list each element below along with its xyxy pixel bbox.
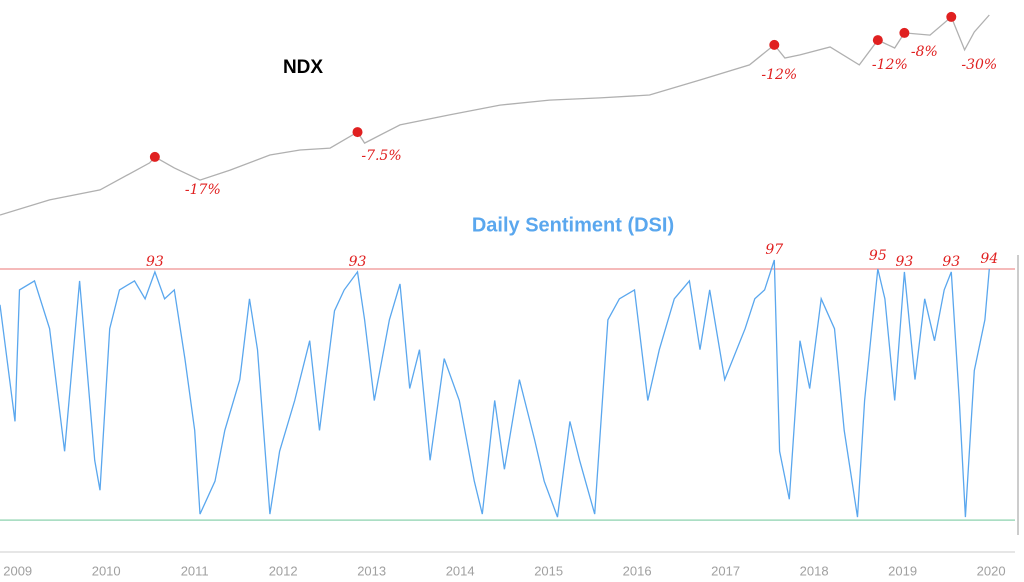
x-tick-label: 2018: [800, 563, 829, 578]
drawdown-label: -8%: [911, 44, 938, 60]
peak-value-label: 93: [895, 254, 913, 270]
x-tick-label: 2020: [977, 563, 1006, 578]
x-tick-label: 2010: [92, 563, 121, 578]
peak-value-label: 95: [869, 248, 887, 264]
ndx-title: NDX: [283, 57, 323, 78]
peak-value-label: 93: [349, 254, 367, 270]
x-tick-label: 2009: [3, 563, 32, 578]
x-tick-label: 2014: [446, 563, 475, 578]
peak-value-label: 93: [942, 254, 960, 270]
peak-marker: [899, 27, 910, 38]
x-tick-label: 2019: [888, 563, 917, 578]
x-tick-label: 2016: [623, 563, 652, 578]
drawdown-label: -12%: [761, 67, 797, 83]
drawdown-label: -7.5%: [361, 148, 401, 164]
dsi-title: Daily Sentiment (DSI): [472, 214, 674, 236]
x-tick-label: 2011: [181, 563, 209, 578]
peak-marker: [352, 127, 363, 138]
x-tick-label: 2012: [269, 563, 298, 578]
drawdown-label: -17%: [185, 182, 221, 198]
peak-value-label: 97: [765, 242, 783, 258]
x-tick-label: 2017: [711, 563, 740, 578]
peak-value-label: 94: [980, 251, 998, 267]
peak-marker: [769, 39, 780, 50]
series-line: [0, 14, 990, 216]
peak-marker: [872, 35, 883, 46]
peak-value-label: 93: [146, 254, 164, 270]
series-line: [0, 259, 990, 518]
x-tick-label: 2015: [534, 563, 563, 578]
drawdown-label: -12%: [872, 57, 908, 73]
drawdown-label: -30%: [961, 57, 997, 73]
peak-marker: [149, 151, 160, 162]
x-tick-label: 2013: [357, 563, 386, 578]
peak-marker: [946, 11, 957, 22]
